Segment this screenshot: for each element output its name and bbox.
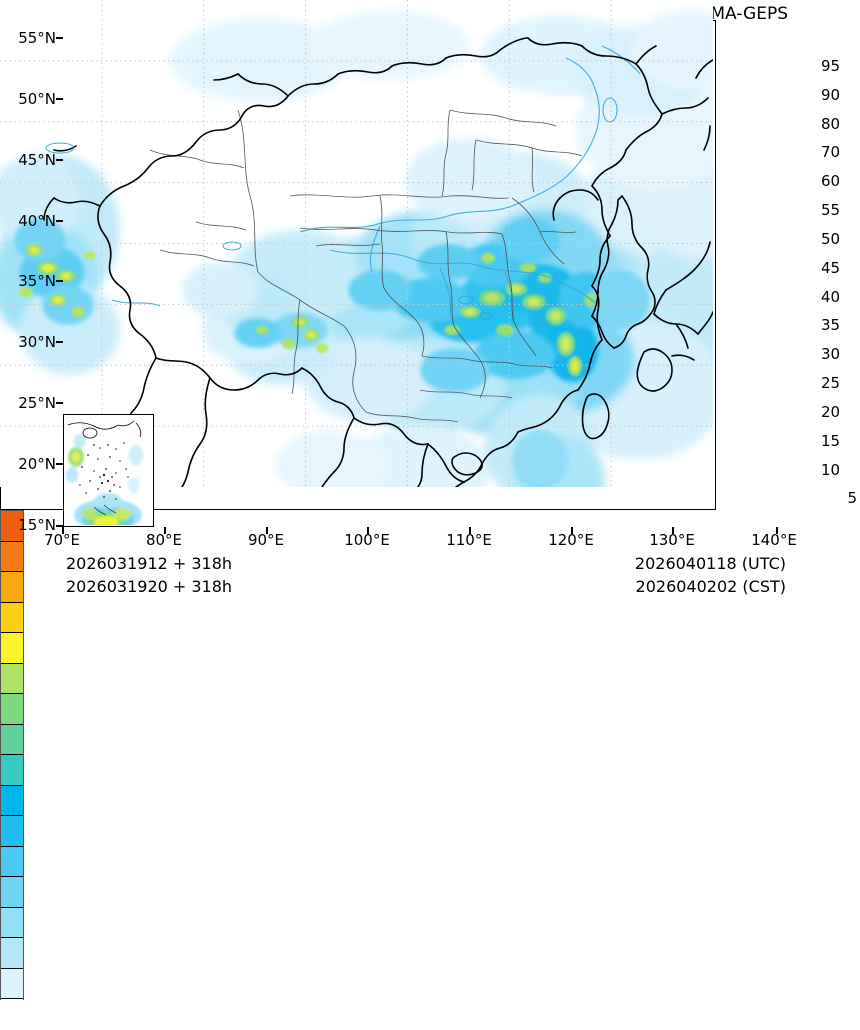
probability-shading-mid [14, 218, 650, 487]
colorbar-band-13 [1, 602, 23, 633]
ytick-mark-50N [56, 98, 63, 100]
colorbar-band-6 [1, 816, 23, 847]
model-label: CMA-GEPS [698, 4, 788, 24]
colorbar-tick-50: 50 [821, 230, 841, 248]
ytick-mark-20N [56, 463, 63, 465]
colorbar-band-7 [1, 785, 23, 816]
colorbar-band-15 [1, 541, 23, 572]
colorbar-band-0 [1, 999, 23, 1030]
ytick-label-40N: 40°N [18, 212, 56, 230]
xtick-label-70E: 70°E [43, 531, 81, 549]
xtick-label-140E: 140°E [751, 531, 797, 549]
lakes-layer [45, 97, 618, 320]
ytick-mark-55N [56, 37, 63, 39]
footer-init-cst: 2026031920 + 318h [66, 577, 233, 596]
colorbar-tick-45: 45 [821, 259, 841, 277]
ytick-label-45N: 45°N [18, 151, 56, 169]
ytick-label-20N: 20°N [18, 455, 56, 473]
colorbar-band-16 [1, 511, 23, 542]
coastline-layer [43, 37, 713, 487]
xtick-mark-140E [776, 527, 778, 534]
colorbar-band-4 [1, 877, 23, 908]
xtick-label-130E: 130°E [649, 531, 695, 549]
ytick-label-15N: 15°N [18, 516, 56, 534]
ytick-mark-40N [56, 220, 63, 222]
colorbar-tick-80: 80 [821, 115, 841, 133]
colorbar-band-2 [1, 938, 23, 969]
colorbar-tick-15: 15 [821, 432, 841, 450]
ytick-label-30N: 30°N [18, 333, 56, 351]
ytick-mark-45N [56, 159, 63, 161]
colorbar-tick-90: 90 [821, 86, 841, 104]
ytick-mark-25N [56, 402, 63, 404]
map-plot-area[interactable] [0, 0, 716, 527]
colorbar-band-11 [1, 663, 23, 694]
ytick-mark-30N [56, 341, 63, 343]
xtick-mark-80E [164, 527, 166, 534]
xtick-mark-120E [571, 527, 573, 534]
xtick-label-120E: 120°E [548, 531, 594, 549]
xtick-mark-90E [266, 527, 268, 534]
ytick-label-55N: 55°N [18, 29, 56, 47]
footer-valid-utc: 2026040118 (UTC) [634, 554, 786, 573]
colorbar-band-5 [1, 846, 23, 877]
south-china-sea-inset [63, 414, 154, 527]
footer-valid-cst: 2026040202 (CST) [635, 577, 786, 596]
province-boundaries [149, 109, 583, 423]
colorbar-tick-70: 70 [821, 143, 841, 161]
colorbar[interactable] [0, 510, 24, 1030]
colorbar-tick-25: 25 [821, 374, 841, 392]
colorbar-tick-5: 5 [847, 489, 857, 507]
colorbar-tick-60: 60 [821, 172, 841, 190]
colorbar-tick-40: 40 [821, 288, 841, 306]
xtick-label-100E: 100°E [344, 531, 390, 549]
xtick-mark-70E [62, 527, 64, 534]
xtick-label-80E: 80°E [145, 531, 183, 549]
ytick-label-25N: 25°N [18, 394, 56, 412]
ytick-mark-35N [56, 280, 63, 282]
colorbar-tick-30: 30 [821, 345, 841, 363]
xtick-mark-110E [469, 527, 471, 534]
map-gridlines [0, 0, 713, 487]
colorbar-tick-20: 20 [821, 403, 841, 421]
probability-shading-peaks [19, 244, 596, 376]
colorbar-tick-55: 55 [821, 201, 841, 219]
colorbar-band-8 [1, 755, 23, 786]
colorbar-band-14 [1, 572, 23, 603]
colorbar-tick-10: 10 [821, 461, 841, 479]
xtick-mark-100E [367, 527, 369, 534]
colorbar-band-10 [1, 694, 23, 725]
colorbar-band-9 [1, 724, 23, 755]
xtick-label-90E: 90°E [247, 531, 285, 549]
colorbar-band-3 [1, 907, 23, 938]
colorbar-tick-95: 95 [821, 57, 841, 75]
ytick-label-35N: 35°N [18, 272, 56, 290]
footer-init-utc: 2026031912 + 318h [66, 554, 233, 573]
map-canvas [0, 0, 713, 487]
colorbar-band-12 [1, 633, 23, 664]
colorbar-band-1 [1, 968, 23, 999]
xtick-label-110E: 110°E [446, 531, 492, 549]
ytick-label-50N: 50°N [18, 90, 56, 108]
ytick-mark-15N [56, 525, 63, 527]
xtick-mark-130E [672, 527, 674, 534]
colorbar-tick-35: 35 [821, 316, 841, 334]
